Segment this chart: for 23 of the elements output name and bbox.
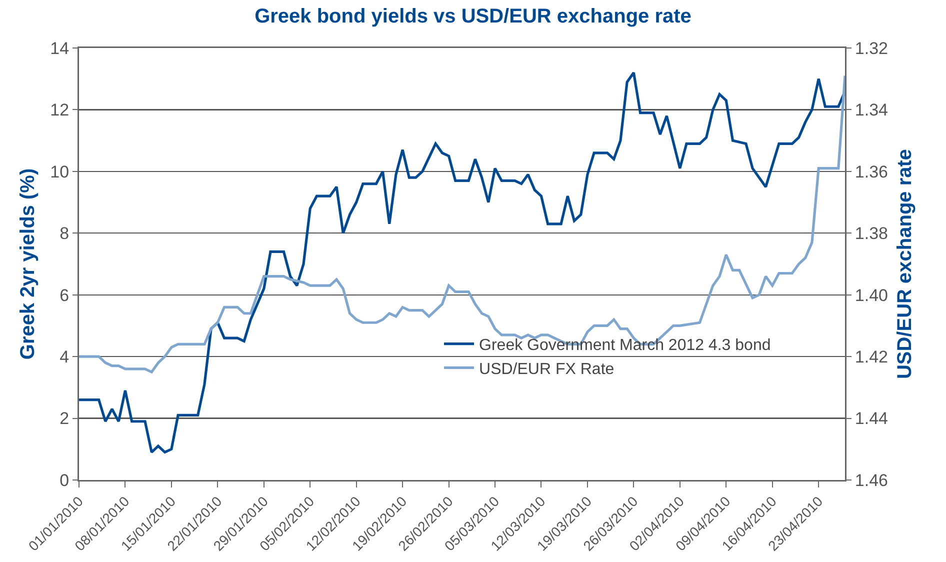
line-series (79, 71, 845, 454)
y2-tick-label: 1.44 (854, 409, 888, 428)
y-tick-label: 10 (50, 162, 70, 182)
y2-tick-label: 1.32 (854, 38, 888, 58)
y-axis-title: Greek 2yr yields (%) (16, 168, 39, 360)
y2-tick-label: 1.46 (854, 470, 888, 490)
y2-tick-label: 1.38 (854, 224, 888, 244)
y-tick-label: 2 (60, 409, 70, 428)
legend-label: Greek Government March 2012 4.3 bond (479, 337, 771, 354)
y-tick-label: 0 (60, 470, 70, 490)
chart-title: Greek bond yields vs USD/EUR exchange rate (254, 5, 692, 28)
y2-tick-label: 1.34 (854, 100, 888, 120)
legend-label: USD/EUR FX Rate (479, 360, 614, 378)
y2-tick-label: 1.42 (854, 348, 888, 367)
y-tick-label: 8 (60, 224, 70, 244)
y2-tick-label: 1.40 (854, 286, 888, 305)
y2-axis-title: USD/EUR exchange rate (894, 148, 916, 380)
y2-tick-label: 1.36 (854, 162, 888, 182)
y-tick-label: 4 (60, 348, 70, 367)
y-tick-label: 12 (50, 100, 70, 120)
line-series (79, 74, 845, 374)
y-tick-label: 6 (60, 286, 70, 305)
y-tick-label: 14 (50, 38, 70, 58)
